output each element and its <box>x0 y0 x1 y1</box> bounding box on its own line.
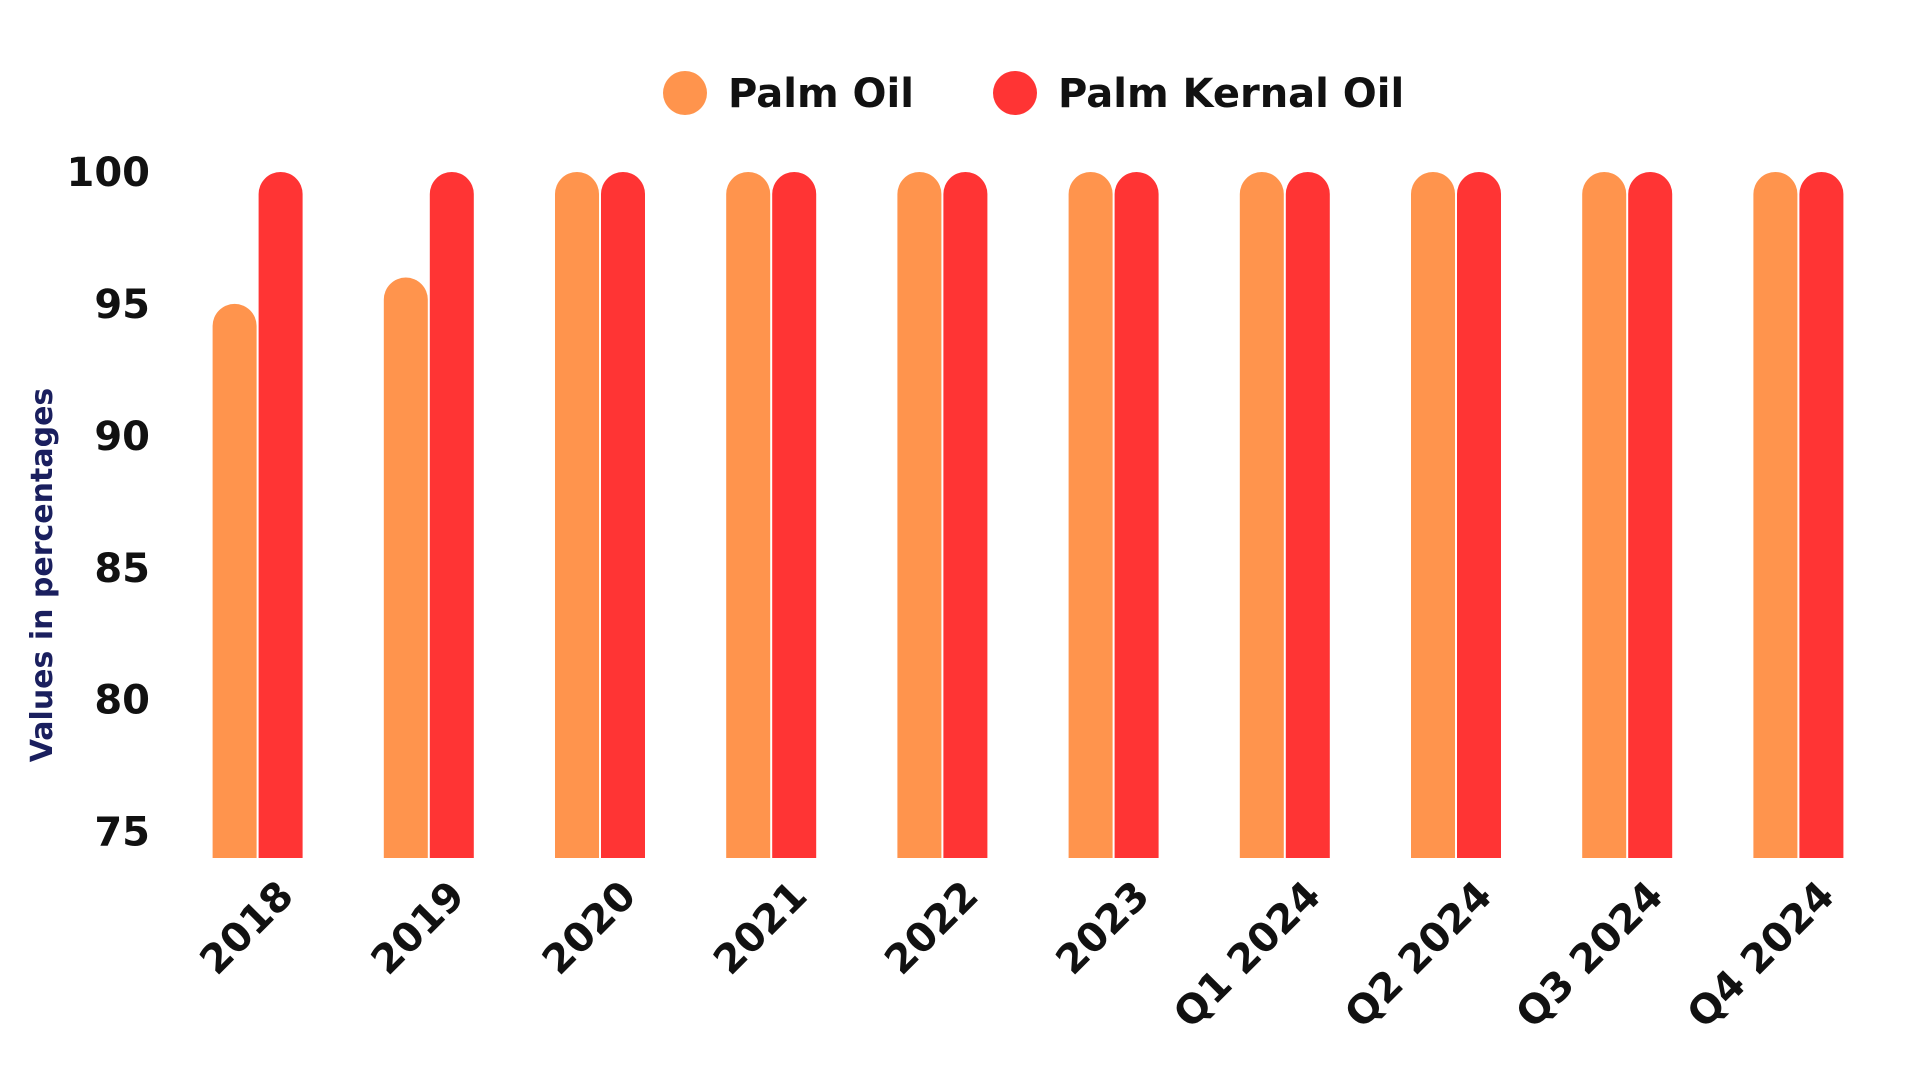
bar-palm-oil-2022 <box>897 172 942 858</box>
x-tick-label: 2019 <box>363 873 474 984</box>
y-axis-label: Values in percentages <box>25 388 60 763</box>
legend: Palm Oil Palm Kernal Oil <box>663 71 1404 117</box>
bar-palm-oil-q2-2024 <box>1411 172 1455 858</box>
bar-palm-kernal-oil-2021 <box>772 172 817 858</box>
x-tick-label: 2018 <box>191 873 302 984</box>
bar-palm-oil-q3-2024 <box>1582 172 1627 858</box>
y-tick-label: 85 <box>94 546 150 592</box>
x-tick-label: Q4 2024 <box>1679 873 1844 1038</box>
x-tick-label: 2023 <box>1047 873 1158 984</box>
bar-palm-kernal-oil-2022 <box>943 172 988 858</box>
y-tick-label: 75 <box>94 810 150 856</box>
bar-palm-kernal-oil-q3-2024 <box>1628 172 1673 858</box>
legend-label-palm-kernal-oil: Palm Kernal Oil <box>1058 71 1404 117</box>
legend-marker-palm-kernal-oil <box>993 71 1037 115</box>
bar-palm-oil-q4-2024 <box>1753 172 1798 858</box>
legend-label-palm-oil: Palm Oil <box>728 71 914 117</box>
bar-palm-oil-q1-2024 <box>1239 172 1284 858</box>
x-tick-label: Q3 2024 <box>1507 873 1672 1038</box>
bar-palm-kernal-oil-q2-2024 <box>1457 172 1501 858</box>
x-tick-label: 2020 <box>534 873 645 984</box>
bar-palm-kernal-oil-2018 <box>258 172 303 858</box>
y-tick-label: 80 <box>94 678 150 724</box>
legend-marker-palm-oil <box>663 71 707 115</box>
bar-palm-kernal-oil-q4-2024 <box>1799 172 1844 858</box>
x-tick-label: Q1 2024 <box>1165 873 1330 1038</box>
bar-palm-kernal-oil-2019 <box>429 172 474 858</box>
x-tick-label: 2021 <box>705 873 816 984</box>
bar-palm-oil-2019 <box>383 277 428 859</box>
bar-palm-oil-2023 <box>1068 172 1113 858</box>
y-axis: 75 80 85 90 95 100 <box>67 150 151 856</box>
x-axis: 2018 2019 2020 2021 2022 2023 Q1 2024 Q2 2024 Q3… <box>191 873 1843 1038</box>
y-tick-label: 90 <box>94 414 150 460</box>
bar-palm-oil-2020 <box>555 172 599 858</box>
x-tick-label: 2022 <box>876 873 987 984</box>
bars-group <box>212 172 1844 859</box>
bar-palm-kernal-oil-q1-2024 <box>1285 172 1330 858</box>
bar-palm-kernal-oil-2020 <box>601 172 645 858</box>
y-tick-label: 95 <box>94 282 150 328</box>
x-tick-label: Q2 2024 <box>1336 873 1501 1038</box>
bar-palm-oil-2018 <box>212 303 257 858</box>
bar-palm-kernal-oil-2023 <box>1114 172 1159 858</box>
bar-palm-oil-2021 <box>726 172 771 858</box>
y-tick-label: 100 <box>67 150 151 196</box>
